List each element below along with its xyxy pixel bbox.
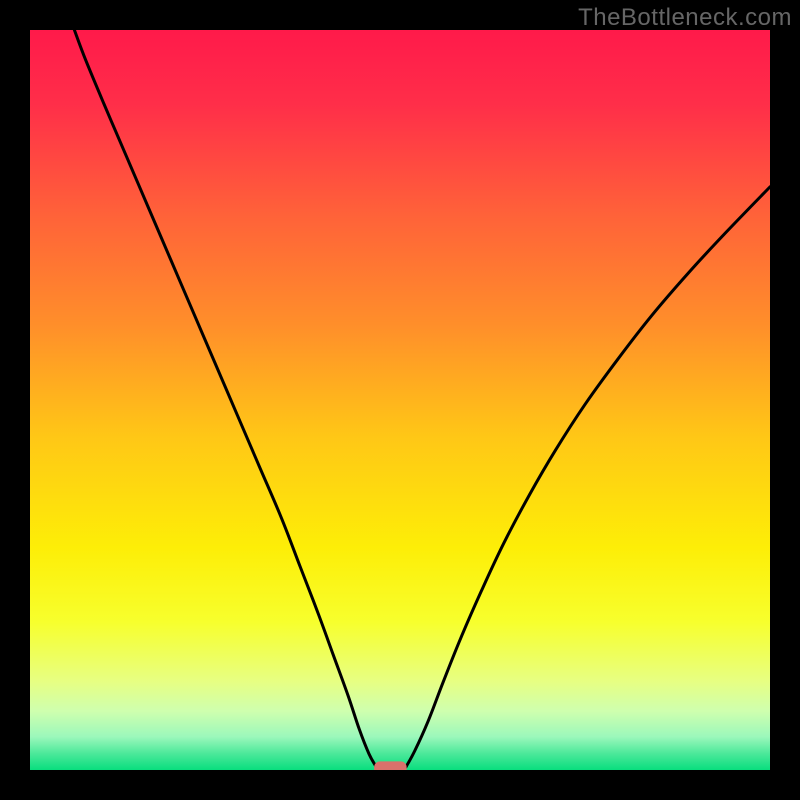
chart-frame: TheBottleneck.com [0,0,800,800]
marker-pill [374,761,407,770]
gradient-background [30,30,770,770]
plot-area [30,30,770,770]
watermark-text: TheBottleneck.com [578,4,792,32]
chart-svg [30,30,770,770]
